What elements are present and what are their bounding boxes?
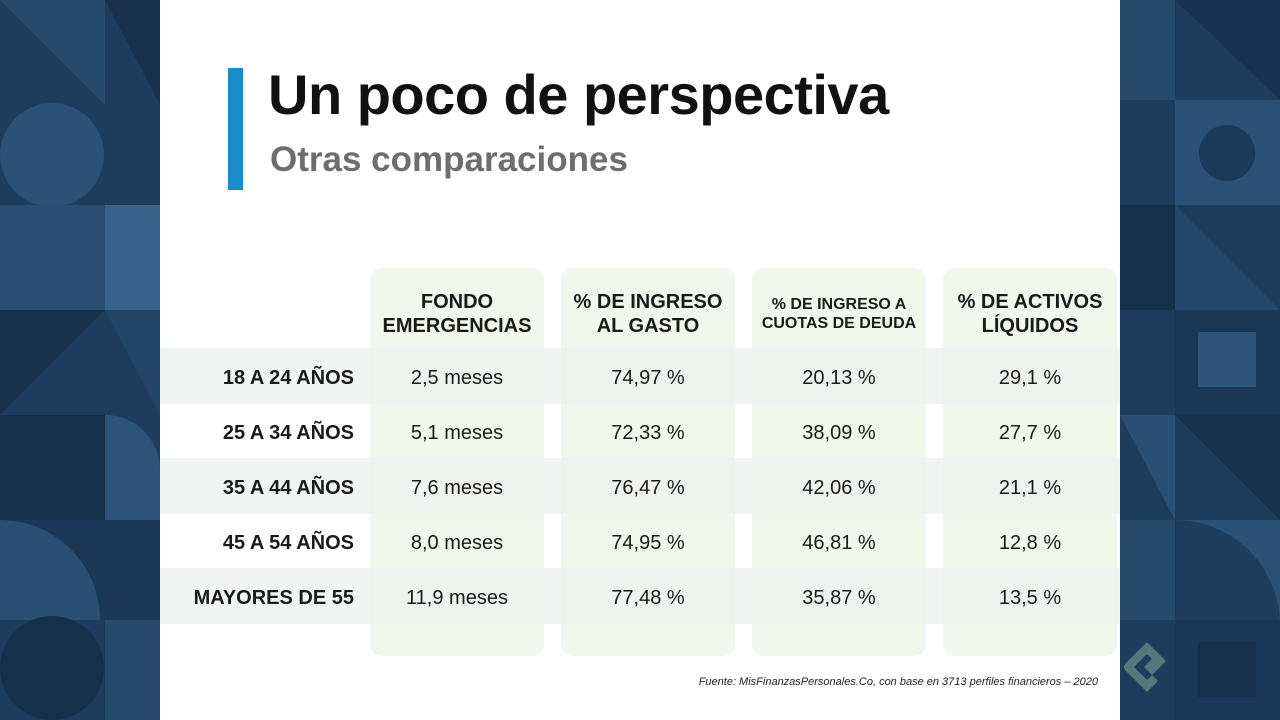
header-line: CUOTAS DE DEUDA xyxy=(761,315,917,332)
row-label-mayores-55: MAYORES DE 55 xyxy=(193,586,354,609)
row-stripe xyxy=(160,348,1120,404)
row-label-25-34: 25 A 34 AÑOS xyxy=(222,421,354,444)
row-label-35-44: 35 A 44 AÑOS xyxy=(222,476,354,499)
column-header-activos-liquidos: % DE ACTIVOS LÍQUIDOS xyxy=(943,284,1117,346)
table-cell: 76,47 % xyxy=(611,476,685,499)
row-label-45-54: 45 A 54 AÑOS xyxy=(222,531,354,554)
right-decorative-panel xyxy=(1120,0,1280,720)
header-line: EMERGENCIAS xyxy=(382,315,532,337)
table-cell: 21,1 % xyxy=(998,476,1062,499)
table-cell: 13,5 % xyxy=(998,586,1062,609)
source-note: Fuente: MisFinanzasPersonales.Co, con ba… xyxy=(698,676,1098,688)
table-cell: 11,9 meses xyxy=(406,586,508,609)
table-cell: 42,06 % xyxy=(802,476,876,499)
table-cell: 8,0 meses xyxy=(410,531,504,554)
column-header-ingreso-gasto: % DE INGRESO AL GASTO xyxy=(561,284,735,346)
table-cell: 2,5 meses xyxy=(410,366,504,389)
column-header-ingreso-deuda: % DE INGRESO A CUOTAS DE DEUDA xyxy=(752,284,926,346)
table-cell: 74,95 % xyxy=(611,531,685,554)
slide: Un poco de perspectiva Otras comparacion… xyxy=(160,0,1120,720)
geometric-pattern-left xyxy=(0,0,160,720)
table-cell: 35,87 % xyxy=(802,586,876,609)
table-cell: 27,7 % xyxy=(998,421,1062,444)
column-header-fondo-emergencias: FONDO EMERGENCIAS xyxy=(370,284,544,346)
table-cell: 77,48 % xyxy=(611,586,685,609)
left-decorative-panel xyxy=(0,0,160,720)
slide-title: Un poco de perspectiva xyxy=(268,63,889,126)
table-cell: 74,97 % xyxy=(611,366,685,389)
table-cell: 7,6 meses xyxy=(410,476,504,499)
table-cell: 29,1 % xyxy=(998,366,1062,389)
platzi-logo-icon xyxy=(1124,642,1166,692)
row-stripe xyxy=(160,568,1120,624)
slide-subtitle: Otras comparaciones xyxy=(270,140,628,179)
header-line: AL GASTO xyxy=(596,315,700,337)
geometric-pattern-right xyxy=(1120,0,1280,720)
table-cell: 20,13 % xyxy=(802,366,876,389)
row-stripe xyxy=(160,458,1120,514)
header-line: LÍQUIDOS xyxy=(981,315,1079,337)
row-label-18-24: 18 A 24 AÑOS xyxy=(222,366,354,389)
header-line: % DE INGRESO A xyxy=(771,296,907,314)
table-cell: 5,1 meses xyxy=(410,421,504,444)
table-cell: 46,81 % xyxy=(802,531,876,554)
header-line: % DE INGRESO xyxy=(573,291,723,314)
header-line: FONDO xyxy=(420,291,494,314)
header-line: % DE ACTIVOS xyxy=(957,291,1103,314)
table-cell: 12,8 % xyxy=(998,531,1062,554)
table-cell: 38,09 % xyxy=(802,421,876,444)
title-accent-bar xyxy=(228,68,243,190)
table-cell: 72,33 % xyxy=(611,421,685,444)
